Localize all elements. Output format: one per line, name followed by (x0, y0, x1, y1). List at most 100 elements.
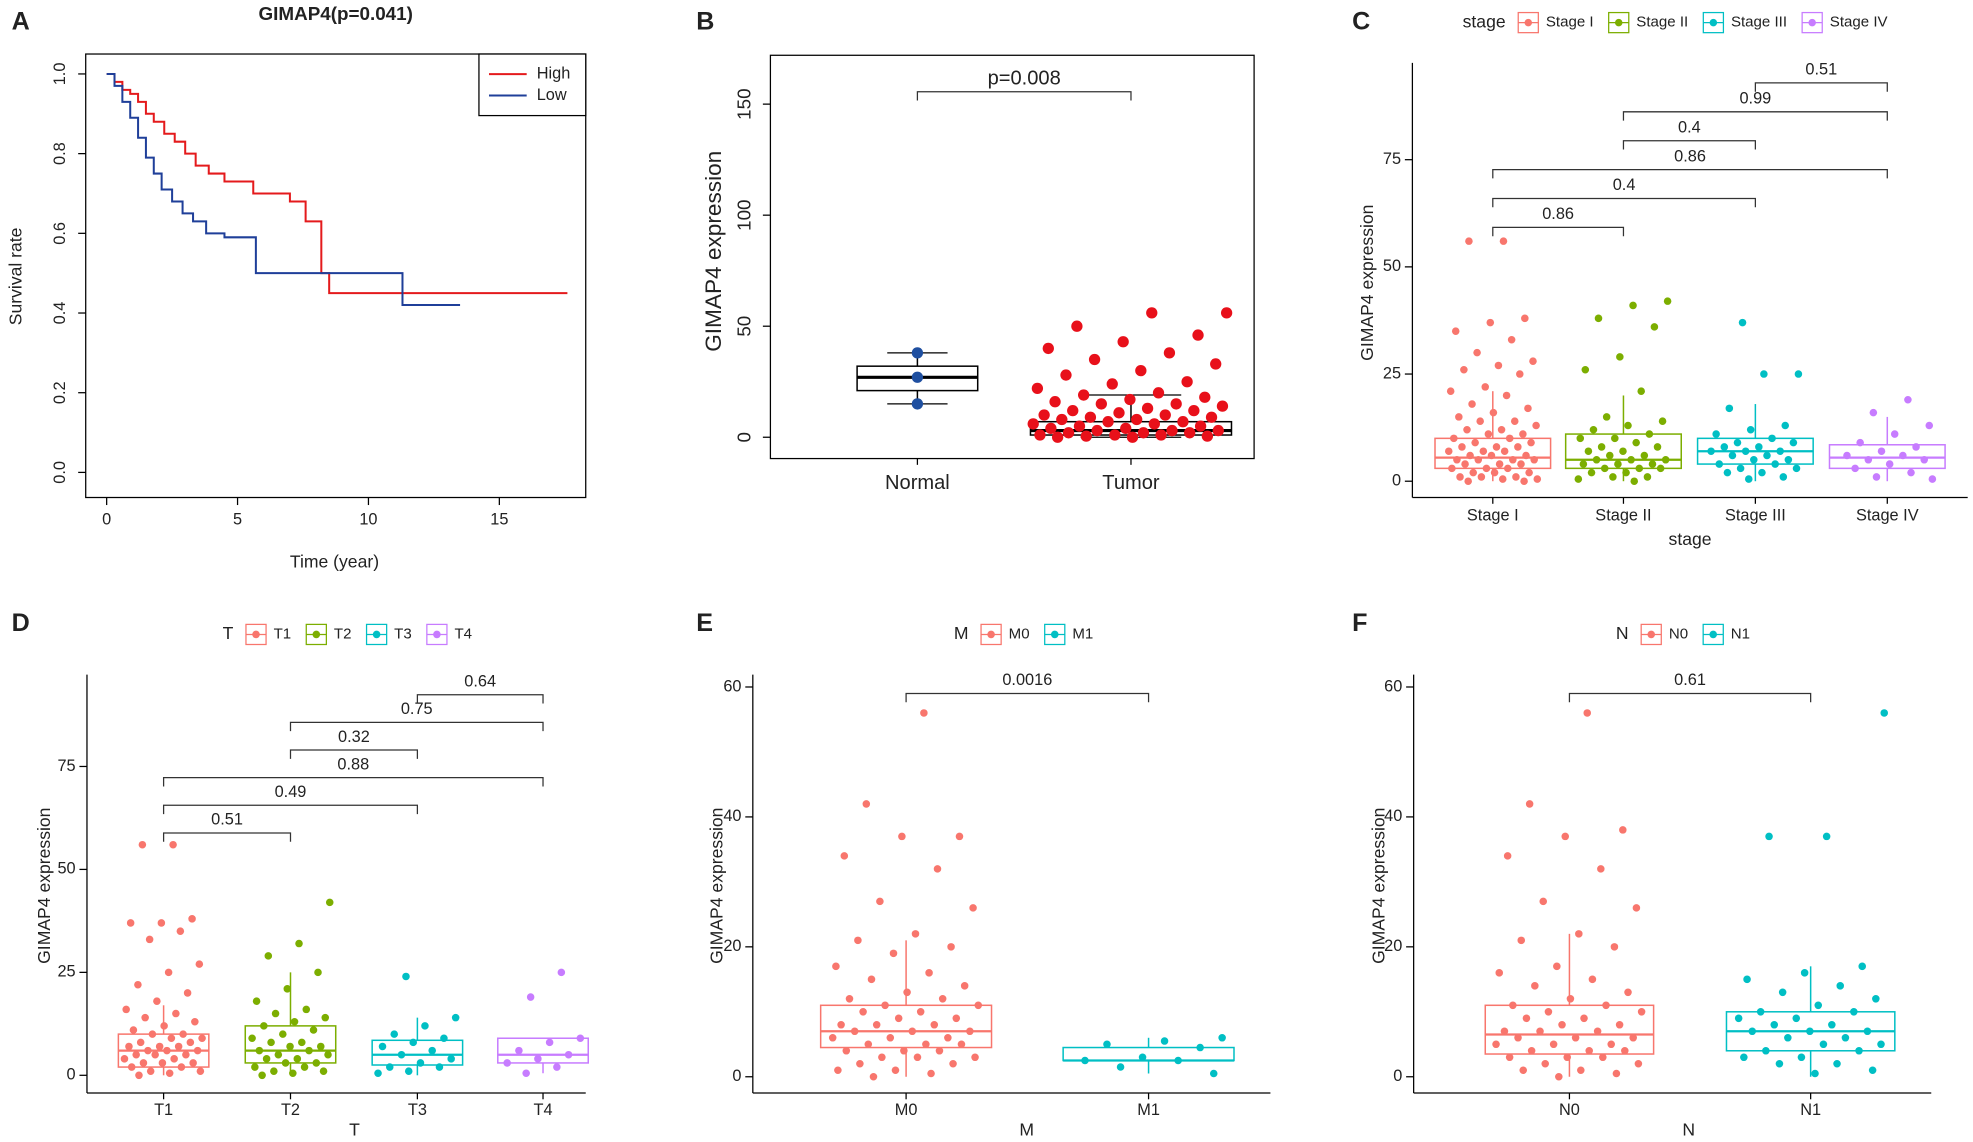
x-axis-title: T (349, 1119, 360, 1139)
legend-label: T2 (334, 625, 352, 642)
point (1733, 438, 1742, 447)
point (1184, 427, 1196, 439)
point (1602, 413, 1611, 421)
point (1521, 314, 1529, 323)
point (1806, 1027, 1814, 1036)
point (1611, 434, 1619, 443)
y-tick-label: 20 (723, 937, 741, 955)
point (447, 1055, 455, 1063)
point (141, 1013, 149, 1022)
point (258, 1071, 266, 1080)
legend-key-dot (1647, 630, 1656, 639)
point (252, 997, 261, 1005)
point (1497, 426, 1506, 434)
point (1049, 396, 1061, 408)
point (908, 1027, 917, 1036)
y-tick-label: 0.2 (51, 381, 69, 404)
point (1514, 1034, 1522, 1042)
point (1637, 1008, 1646, 1016)
point (1091, 424, 1103, 437)
point (1597, 865, 1605, 873)
x-axis-title: stage (1669, 529, 1712, 549)
point (1748, 1027, 1757, 1036)
point (1106, 378, 1118, 390)
point (1544, 1008, 1553, 1016)
point (1507, 335, 1516, 344)
point (1836, 982, 1845, 990)
point (1770, 1021, 1779, 1029)
point (1102, 416, 1114, 428)
point (1522, 451, 1530, 460)
point (1155, 429, 1167, 441)
point (522, 1069, 530, 1078)
comparison-label: 0.0016 (1002, 671, 1052, 689)
point (534, 1055, 542, 1063)
legend-label: Stage IV (1830, 14, 1888, 31)
y-axis-title: GIMAP4 expression (706, 808, 726, 964)
plot-frame (769, 54, 1255, 460)
point (1527, 1047, 1536, 1055)
comparison-label: 0.4 (1613, 176, 1636, 194)
box (819, 1004, 993, 1049)
y-tick-label: 60 (723, 677, 741, 695)
point (930, 1021, 939, 1029)
point (1494, 361, 1503, 370)
point (390, 1030, 399, 1038)
x-tick-label: Stage III (1725, 507, 1786, 525)
point (1822, 832, 1831, 841)
point (139, 1059, 148, 1067)
point (1778, 988, 1787, 997)
point (916, 1008, 925, 1016)
point (191, 1017, 199, 1026)
point (1781, 421, 1790, 430)
point (374, 1069, 382, 1078)
legend-label: High (537, 64, 571, 82)
y-tick-label: 75 (1383, 150, 1401, 168)
point (1517, 936, 1526, 945)
point (1746, 426, 1755, 434)
panel: B GIMAP4 expression 0 50 100 150 Normal Tumor p=… (696, 7, 1255, 494)
point (179, 1030, 187, 1038)
point (1474, 456, 1483, 464)
point (1740, 1053, 1748, 1062)
point (305, 1046, 313, 1055)
point (828, 1034, 837, 1042)
point (1627, 456, 1635, 464)
point (1794, 370, 1803, 378)
comparison-label: 0.49 (275, 783, 307, 801)
point (1855, 1047, 1863, 1055)
point (317, 1042, 325, 1051)
point (428, 1046, 436, 1055)
y-tick-label: 25 (1383, 364, 1401, 382)
point (251, 1063, 259, 1071)
point (1504, 464, 1512, 473)
point (1116, 1063, 1125, 1071)
point (503, 1059, 511, 1067)
point (1555, 1072, 1563, 1081)
point (193, 1046, 202, 1055)
point (163, 1046, 171, 1055)
x-tick-label: T1 (154, 1101, 173, 1119)
point (1877, 447, 1886, 455)
y-axis-title: GIMAP4 expression (1357, 205, 1377, 361)
point (1458, 443, 1466, 451)
point (158, 1059, 167, 1067)
point (1872, 995, 1880, 1003)
point (1503, 852, 1512, 860)
legend-key-dot (1709, 18, 1718, 27)
point (876, 897, 884, 906)
point (195, 960, 204, 968)
point (1450, 434, 1458, 443)
point (1869, 408, 1878, 417)
point (515, 1046, 523, 1055)
point (167, 1034, 176, 1043)
point (1509, 456, 1517, 464)
point (1574, 475, 1583, 483)
point (1536, 1027, 1544, 1036)
legend-label: Stage III (1731, 14, 1787, 31)
point (1629, 1034, 1637, 1042)
point (1843, 451, 1851, 460)
point (1512, 473, 1520, 481)
point (1522, 1014, 1531, 1023)
